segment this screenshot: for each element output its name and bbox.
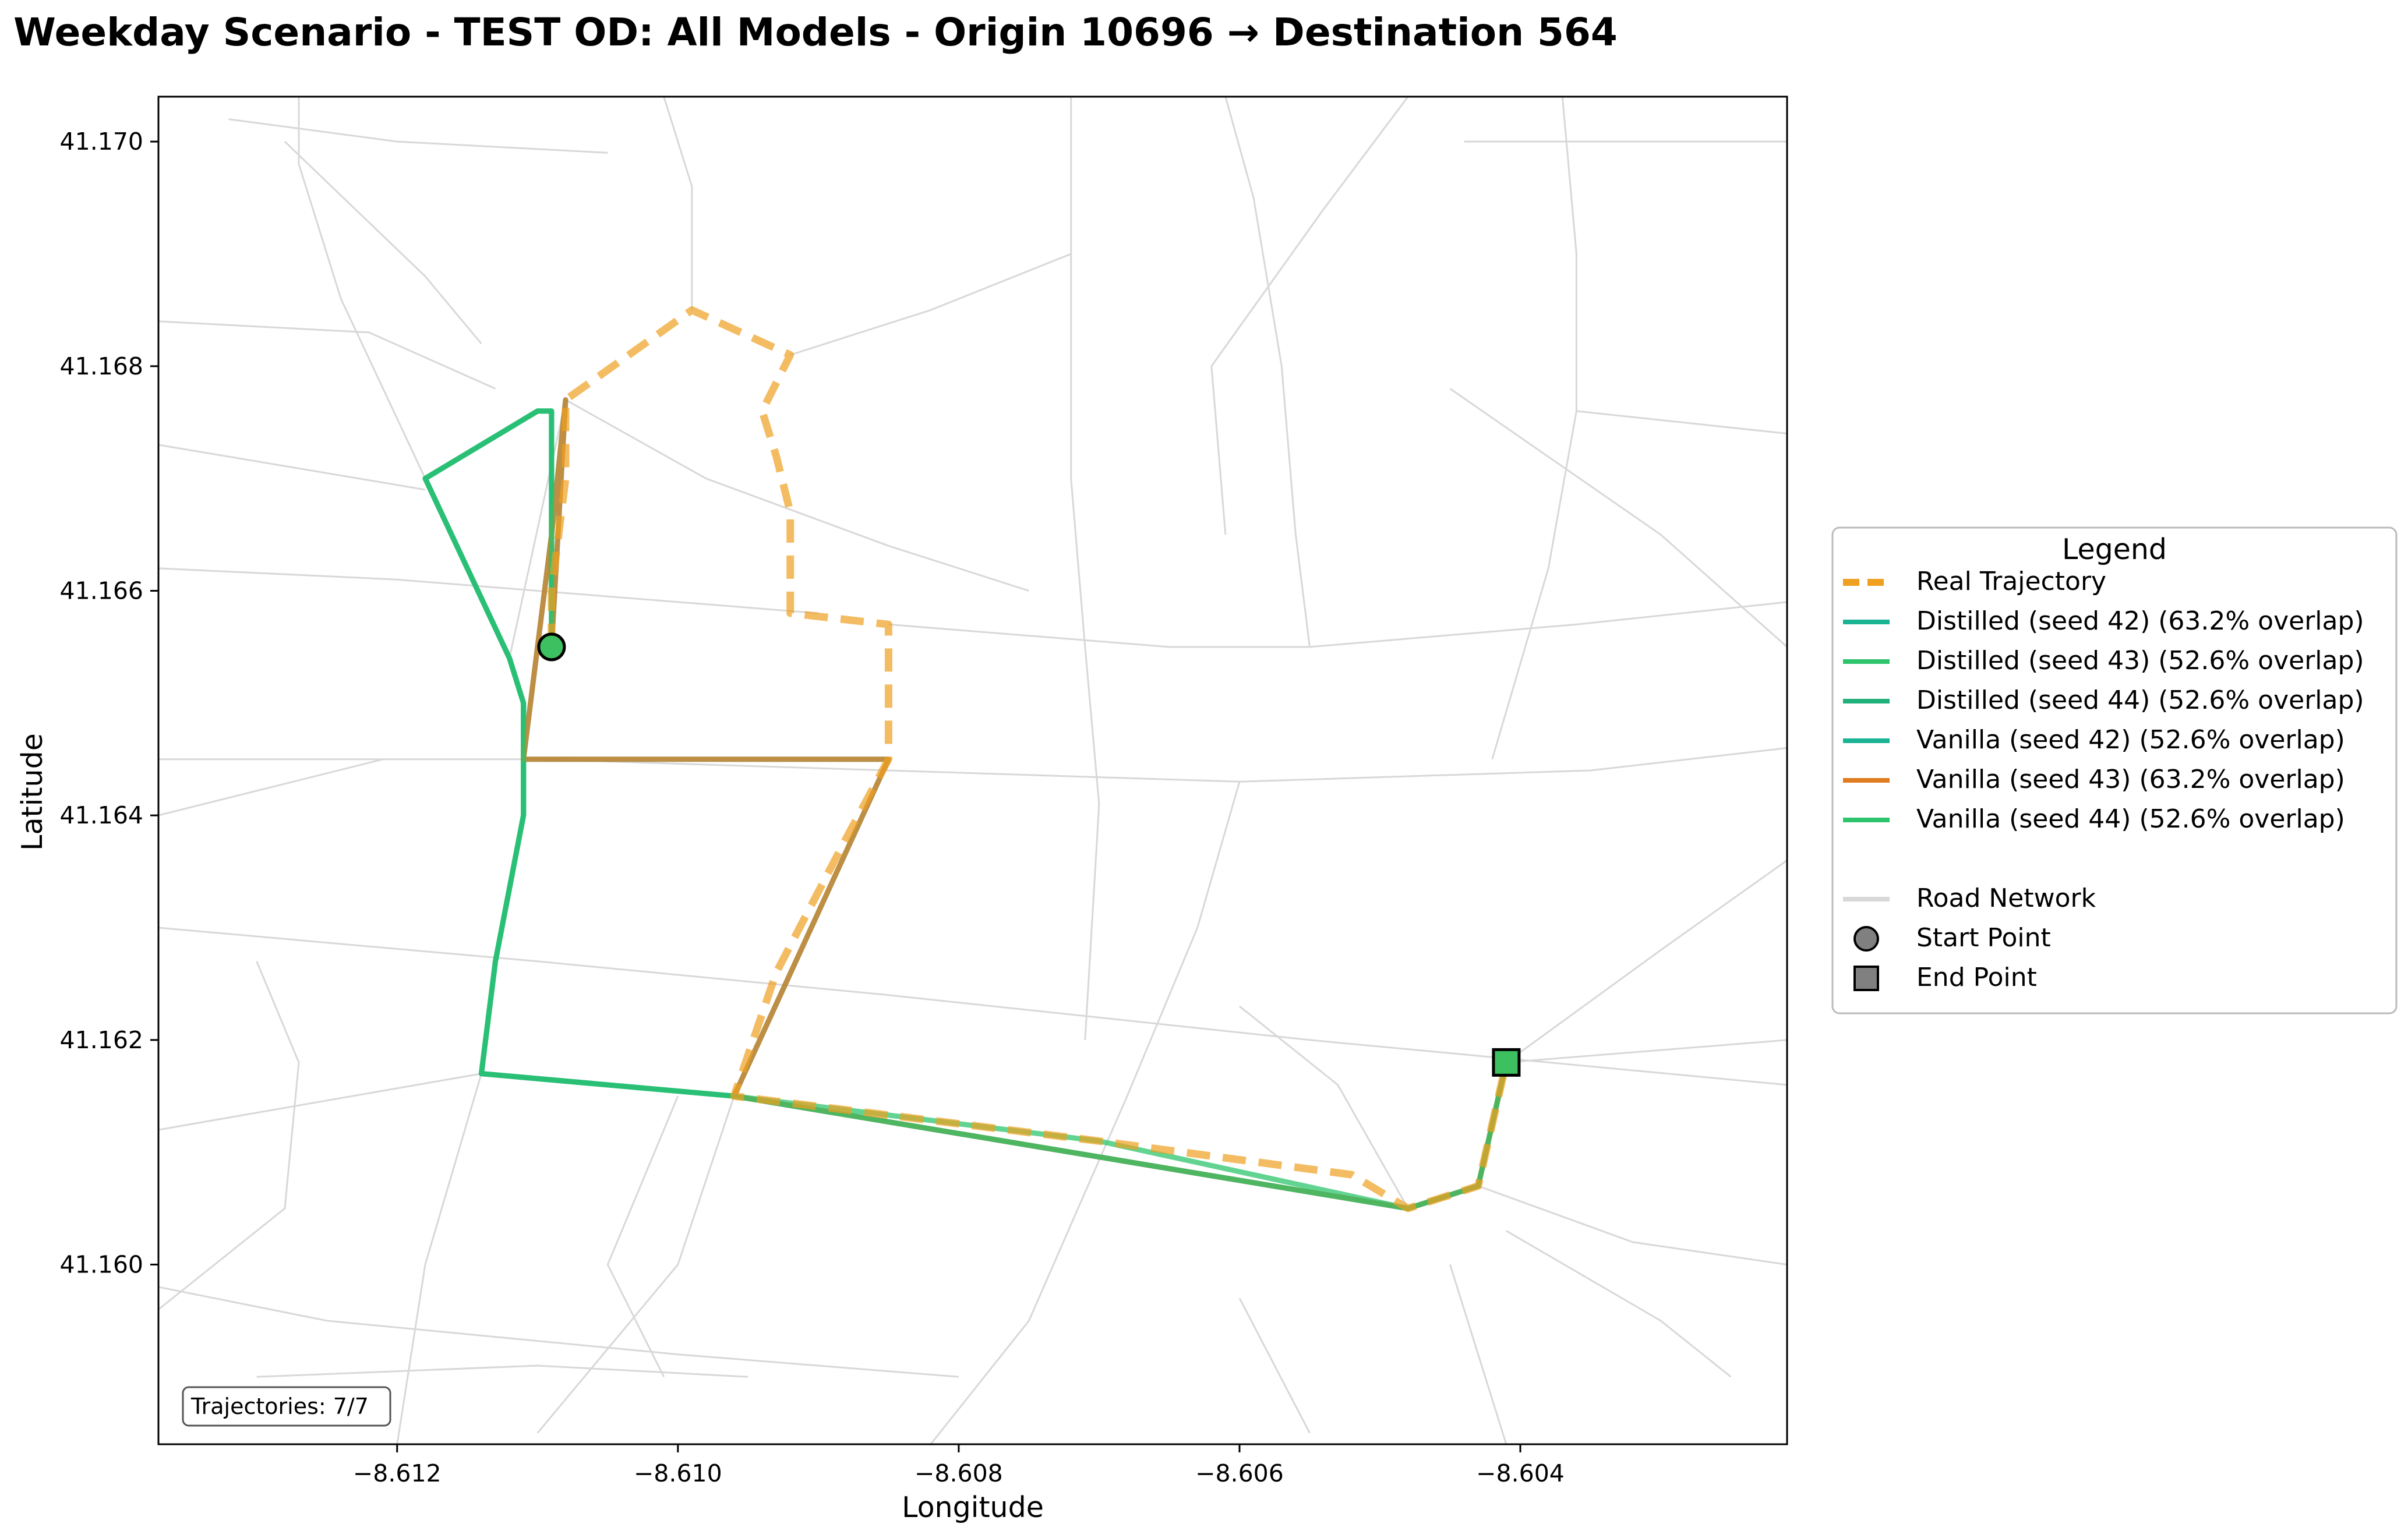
road-segment (888, 601, 1787, 648)
road-segment (1506, 1230, 1732, 1378)
road-segment (1070, 97, 1100, 1040)
road-segment (158, 1073, 482, 1131)
road-segment (1210, 97, 1409, 535)
road-segment (663, 97, 693, 310)
x-axis-label: Longitude (902, 1491, 1044, 1524)
legend-entry-label: Road Network (1916, 883, 2096, 913)
model-trajectory-line (521, 397, 1509, 1211)
road-segment (1449, 388, 1787, 648)
legend-entry-label: Distilled (seed 43) (52.6% overlap) (1916, 646, 2364, 676)
road-segment (536, 1095, 735, 1434)
legend-entry-label: Distilled (seed 44) (52.6% overlap) (1916, 685, 2364, 715)
road-segment (158, 1286, 959, 1378)
legend-entry-label: End Point (1916, 963, 2037, 992)
trajectory-count-box: Trajectories: 7/7 (182, 1386, 391, 1427)
road-segment (158, 320, 496, 390)
road-segment (930, 781, 1241, 1444)
y-tick-label: 41.170 (60, 128, 143, 155)
x-tick-label: −8.604 (1476, 1459, 1565, 1487)
road-segment (1449, 1264, 1507, 1444)
start-point-marker (537, 632, 566, 662)
road-segment (158, 567, 819, 614)
road-segment (1478, 1185, 1787, 1265)
road-segment (606, 1095, 679, 1377)
model-trajectory-line (521, 397, 1509, 1211)
marker-layer (537, 632, 1521, 1077)
road-segment (1491, 97, 1577, 760)
legend-entries: Real Trajectory Distilled (seed 42) (63.2… (1843, 567, 2364, 992)
x-tick-label: −8.612 (353, 1459, 442, 1487)
real-trajectory-line (548, 306, 1510, 1212)
road-segment (509, 399, 567, 659)
x-tick-label: −8.608 (915, 1459, 1003, 1487)
road-segment (1239, 1005, 1409, 1209)
road-segment (1506, 860, 1787, 1063)
road-segment (284, 141, 482, 345)
y-axis-label: Latitude (16, 733, 49, 851)
y-tick-label: 41.164 (60, 801, 143, 829)
road-segment (537, 747, 1787, 783)
legend-entry-label: Distilled (seed 42) (63.2% overlap) (1916, 606, 2364, 636)
road-segment (158, 961, 300, 1310)
model-trajectory-line (422, 408, 1509, 1211)
y-axis-ticks: 41.160 41.162 41.164 41.166 41.168 41.170 (60, 128, 158, 1278)
legend-swatch-circle (1853, 926, 1879, 952)
model-trajectory-line (422, 408, 1509, 1211)
legend-title: Legend (2062, 533, 2167, 566)
road-segment (1224, 97, 1311, 648)
chart-title: Weekday Scenario - TEST OD: All Models -… (13, 10, 1618, 55)
legend: Legend Real Trajectory Distilled (seed 42… (1831, 526, 2398, 1014)
y-tick-label: 41.166 (60, 577, 143, 604)
road-segment (158, 927, 1787, 1086)
legend-swatch-square (1853, 966, 1879, 991)
road-segment (158, 758, 384, 816)
model-trajectory-line (422, 408, 1509, 1211)
road-segment (256, 1364, 748, 1378)
legend-entry-label: Vanilla (seed 42) (52.6% overlap) (1916, 725, 2345, 755)
model-trajectory-line (422, 408, 1509, 1211)
road-segment (565, 399, 1029, 592)
legend-entry-label: Start Point (1916, 923, 2051, 953)
road-segment (396, 1073, 482, 1444)
y-tick-label: 41.168 (60, 352, 143, 380)
legend-frame (1831, 526, 2398, 1014)
road-network (158, 97, 1787, 1444)
end-point-marker (1492, 1048, 1521, 1077)
road-segment (1576, 410, 1787, 434)
legend-entry-label: Real Trajectory (1916, 567, 2106, 596)
y-tick-label: 41.162 (60, 1026, 143, 1054)
road-segment (228, 118, 608, 154)
road-segment (1506, 1039, 1787, 1063)
y-tick-label: 41.160 (60, 1250, 143, 1278)
x-tick-label: −8.610 (634, 1459, 722, 1487)
x-axis-ticks: −8.612 −8.610 −8.608 −8.606 −8.604 (353, 1444, 1565, 1487)
road-segment (1238, 1297, 1311, 1434)
road-segment (790, 253, 1072, 356)
trajectory-count-frame (182, 1386, 391, 1427)
road-segment (298, 97, 426, 479)
trajectory-count-label: Trajectories: 7/7 (190, 1394, 369, 1419)
trajectory-layer (422, 306, 1510, 1212)
road-segment (158, 444, 426, 491)
legend-entry-label: Vanilla (seed 44) (52.6% overlap) (1916, 804, 2345, 834)
x-tick-label: −8.606 (1195, 1459, 1284, 1487)
legend-entry-label: Vanilla (seed 43) (63.2% overlap) (1916, 765, 2345, 794)
plot-frame (157, 96, 1788, 1445)
